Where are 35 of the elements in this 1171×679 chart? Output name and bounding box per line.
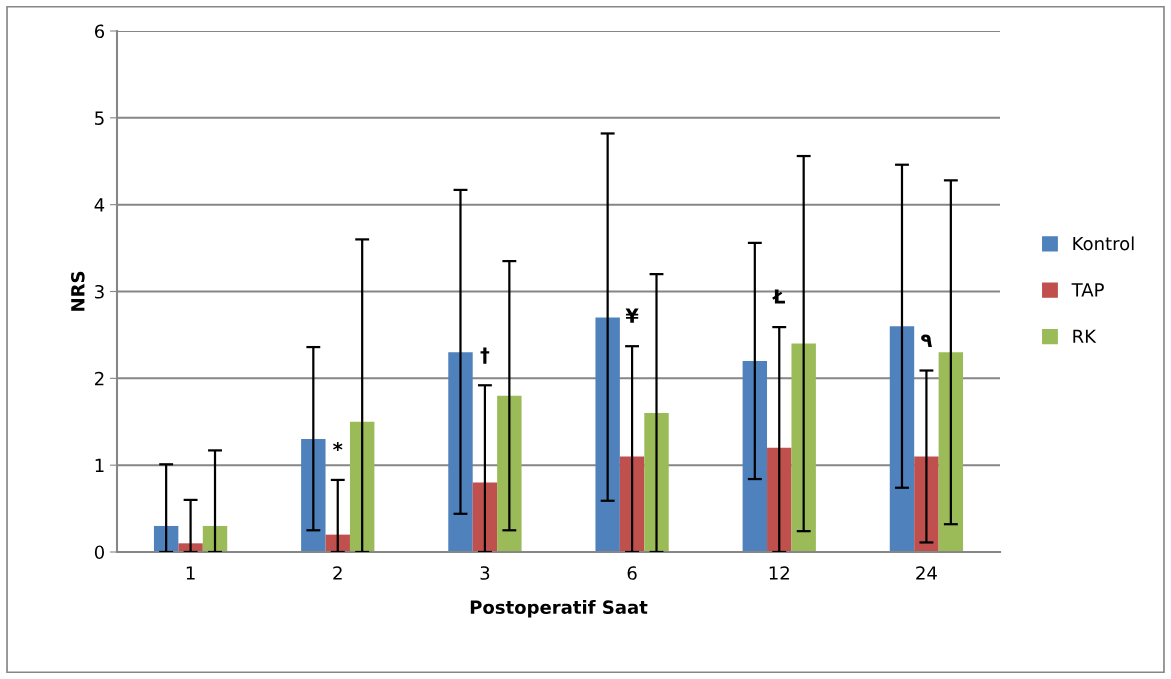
x-tick-label: 24 [916, 566, 937, 580]
annotation: ¥ [625, 308, 639, 323]
bar [497, 395, 522, 552]
y-tick-label: 3 [95, 284, 104, 299]
bar [301, 439, 326, 552]
bar [889, 326, 915, 552]
y-tick-label: 1 [95, 458, 104, 473]
x-tick-label: 2 [333, 566, 342, 580]
x-tick-label: 12 [769, 566, 789, 580]
bar [791, 343, 816, 552]
annotation: Ł [772, 289, 785, 304]
y-tick-label: 0 [94, 545, 104, 560]
legend-label: TAP [1071, 283, 1104, 297]
bar [742, 360, 768, 552]
bar [349, 421, 375, 552]
legend-label: RK [1073, 329, 1097, 343]
y-tick-label: 2 [95, 371, 104, 386]
y-tick-label: 6 [94, 24, 105, 39]
x-tick-label: 1 [186, 566, 195, 580]
bar [472, 482, 498, 552]
bar [767, 447, 792, 552]
x-tick-label: 3 [480, 566, 490, 580]
bar [153, 525, 179, 552]
y-tick-label: 4 [94, 198, 105, 212]
annotation: ٩ [921, 334, 932, 348]
bar [595, 317, 620, 552]
annotation: † [480, 347, 490, 364]
annotation: * [333, 442, 343, 452]
y-tick-label: 5 [95, 111, 104, 125]
legend-label: Kontrol [1073, 236, 1134, 251]
y-axis-title: NRS [71, 271, 85, 311]
bar [938, 352, 964, 552]
x-axis-title: Postoperatif Saat [470, 600, 648, 618]
bar [619, 456, 645, 552]
x-tick-label: 6 [627, 566, 637, 580]
